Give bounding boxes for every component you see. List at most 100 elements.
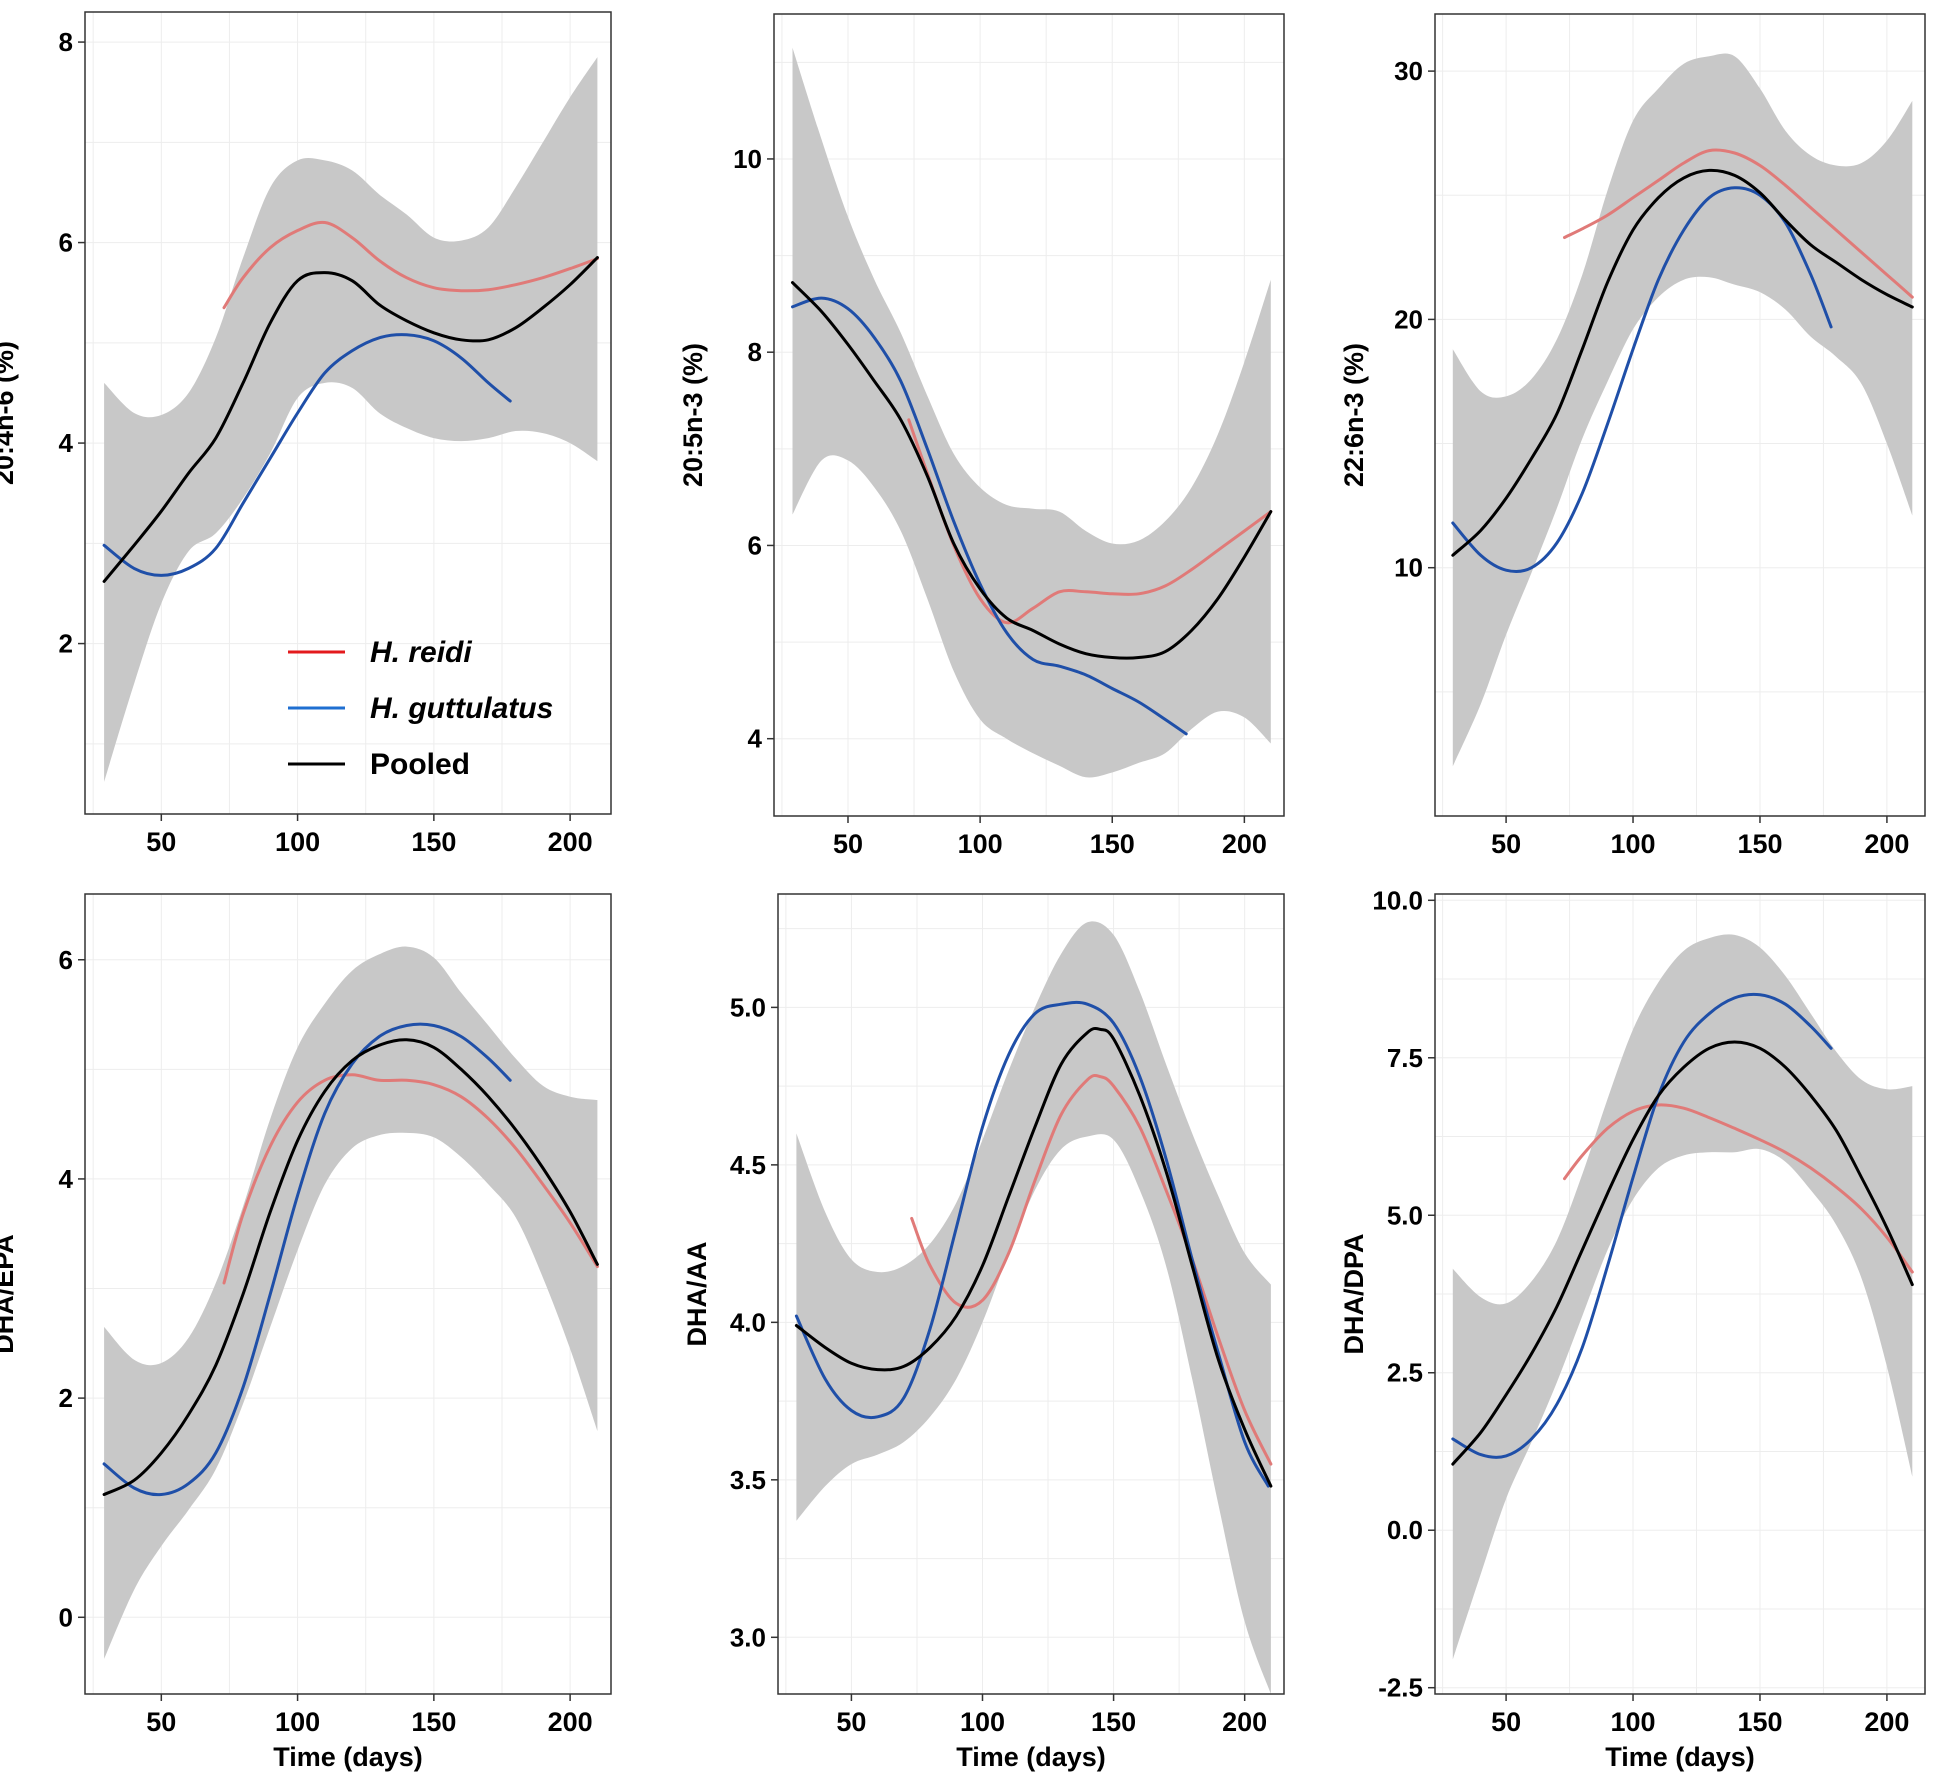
series-line-pooled [1451,1040,1914,1466]
x-tick-label: 100 [958,829,1003,859]
x-tick-label: 150 [1090,829,1135,859]
plot-area [102,946,599,1659]
y-axis-label: 20:4n-6 (%) [0,341,19,485]
series-line-pooled [791,281,1273,660]
confidence-band [1452,934,1913,1660]
y-tick-label: -2.5 [1378,1673,1423,1703]
x-tick-label: 100 [1610,829,1655,859]
confidence-band [104,946,598,1659]
x-tick-label: 100 [1610,1707,1655,1737]
x-tick-label: 100 [960,1707,1005,1737]
y-tick-label: 3.0 [730,1622,766,1652]
x-tick-label: 50 [146,1707,176,1737]
legend-label-guttulatus: H. guttulatus [370,692,553,725]
x-tick-label: 150 [411,827,456,857]
series-line-reidi [1563,148,1914,299]
series-line-guttulatus [102,1022,512,1497]
series-line-reidi [910,1073,1273,1466]
y-tick-label: 30 [1394,56,1423,86]
y-tick-label: 4 [59,428,74,458]
x-tick-label: 200 [548,1707,593,1737]
panel-1: 50 100 150 200 2 4 6 8 20:4n-6 (%) [0,11,612,857]
series-line-reidi [222,1073,599,1285]
plot-area [794,921,1273,1694]
series-line-guttulatus [794,1000,1270,1488]
confidence-band [104,57,598,782]
x-tick-label: 200 [1222,1707,1267,1737]
panel-6: 50 100 150 200 -2.5 0.0 2.5 5.0 7.5 10.0 DHA/DPA Ti… [1339,885,1926,1772]
y-tick-label: 4 [59,1164,74,1194]
y-tick-label: 2 [59,1383,73,1413]
plot-area [102,57,599,782]
panel-2: 50 100 150 200 4 6 8 10 20:5n-3 (%) [678,13,1285,859]
y-tick-label: 8 [59,27,73,57]
y-tick-label: 10.0 [1372,885,1423,915]
x-tick-label: 50 [1491,829,1521,859]
y-tick-label: 2 [59,629,73,659]
y-axis-label: 22:6n-3 (%) [1339,343,1369,487]
legend: H. reidi H. guttulatus Pooled [288,636,553,781]
series-line-guttulatus [1451,992,1833,1459]
y-axis-label: DHA/DPA [1339,1234,1369,1355]
x-tick-label: 150 [1737,829,1782,859]
x-axis-label: Time (days) [956,1742,1106,1772]
plot-area [791,47,1273,778]
legend-label-reidi: H. reidi [370,636,472,669]
y-tick-label: 0 [59,1602,73,1632]
panel-border [84,893,612,1695]
y-tick-label: 5.0 [730,992,766,1022]
confidence-band [792,47,1271,778]
x-axis-label: Time (days) [1605,1742,1755,1772]
plot-area [1451,934,1914,1660]
y-axis-label: DHA/EPA [0,1234,19,1354]
y-tick-label: 3.5 [730,1465,766,1495]
y-axis-label: DHA/AA [682,1242,712,1347]
series-line-pooled [794,1026,1273,1488]
panel-border [1434,13,1926,817]
panel-border [773,13,1285,817]
panel-border [1434,893,1926,1695]
series-line-reidi [222,220,599,310]
x-tick-label: 50 [146,827,176,857]
panel-border [777,893,1285,1695]
y-tick-label: 4.5 [730,1150,766,1180]
x-tick-label: 200 [1864,1707,1909,1737]
y-axis-label: 20:5n-3 (%) [678,343,708,487]
panel-5: 50 100 150 200 3.0 3.5 4.0 4.5 5.0 DHA/AA Time (da… [682,893,1285,1772]
x-tick-label: 50 [836,1707,866,1737]
x-axis-label: Time (days) [273,1742,423,1772]
y-tick-label: 8 [748,337,762,367]
panel-3: 50 100 150 200 10 20 30 22:6n-3 (%) [1339,13,1926,859]
y-tick-label: 10 [733,144,762,174]
y-tick-label: 4.0 [730,1307,766,1337]
x-tick-label: 100 [275,1707,320,1737]
y-tick-label: 4 [748,724,763,754]
plot-area [1451,53,1914,767]
y-tick-label: 5.0 [1387,1200,1423,1230]
x-tick-label: 150 [1091,1707,1136,1737]
x-tick-label: 150 [1737,1707,1782,1737]
x-tick-label: 50 [1491,1707,1521,1737]
x-tick-label: 200 [1222,829,1267,859]
x-tick-label: 150 [411,1707,456,1737]
y-tick-label: 7.5 [1387,1043,1423,1073]
series-line-pooled [102,256,599,583]
x-tick-label: 200 [1864,829,1909,859]
series-line-guttulatus [102,333,512,577]
y-tick-label: 0.0 [1387,1515,1423,1545]
series-line-pooled [1451,168,1914,557]
y-tick-label: 10 [1394,553,1423,583]
y-tick-label: 6 [59,228,73,258]
y-tick-label: 20 [1394,304,1423,334]
series-line-reidi [907,418,1273,625]
y-tick-label: 6 [748,530,762,560]
series-line-pooled [102,1038,599,1496]
x-tick-label: 100 [275,827,320,857]
series-line-reidi [1563,1103,1914,1274]
panel-border [84,11,612,815]
y-tick-label: 2.5 [1387,1358,1423,1388]
y-tick-label: 6 [59,945,73,975]
legend-label-pooled: Pooled [370,748,470,781]
x-tick-label: 50 [833,829,863,859]
